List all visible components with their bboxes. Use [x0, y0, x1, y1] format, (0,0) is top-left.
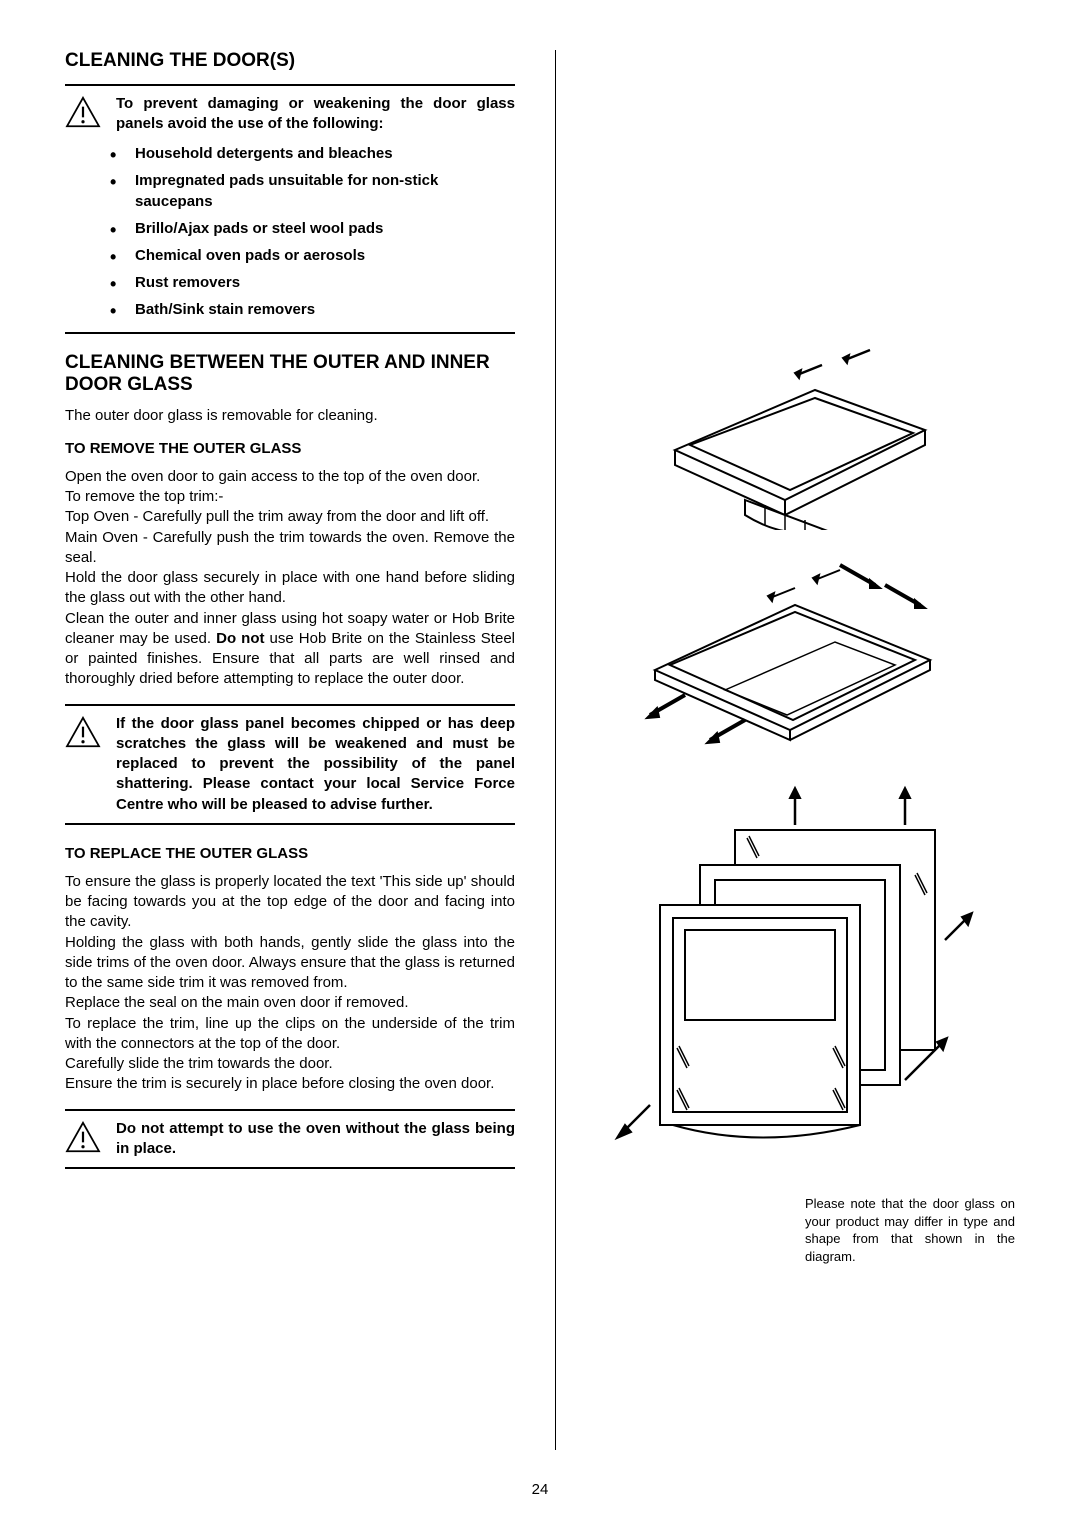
body-paragraph: Replace the seal on the main oven door i…: [65, 993, 515, 1013]
warning-text: To prevent damaging or weakening the doo…: [116, 94, 515, 135]
warning-block-3: Do not attempt to use the oven without t…: [65, 1119, 515, 1160]
divider: [65, 1167, 515, 1169]
diagram-note: Please note that the door glass on your …: [805, 1195, 1015, 1265]
body-paragraph: Clean the outer and inner glass using ho…: [65, 609, 515, 690]
body-paragraph: Hold the door glass securely in place wi…: [65, 568, 515, 609]
list-item: Impregnated pads unsuitable for non-stic…: [135, 170, 515, 212]
list-item: Bath/Sink stain removers: [135, 299, 515, 320]
body-paragraph: Open the oven door to gain access to the…: [65, 467, 515, 487]
divider: [65, 332, 515, 334]
oven-door-diagram-1: [615, 330, 955, 530]
warning-block-2: If the door glass panel becomes chipped …: [65, 714, 515, 815]
body-paragraph: To replace the trim, line up the clips o…: [65, 1014, 515, 1055]
warning-icon: [65, 714, 101, 750]
page-number: 24: [532, 1481, 549, 1498]
right-column: Please note that the door glass on your …: [555, 50, 1015, 1448]
body-paragraph: To ensure the glass is properly located …: [65, 872, 515, 933]
body-paragraph: Top Oven - Carefully pull the trim away …: [65, 507, 515, 527]
avoid-list: Household detergents and bleaches Impreg…: [65, 143, 515, 320]
warning-block-1: To prevent damaging or weakening the doo…: [65, 94, 515, 135]
divider: [65, 823, 515, 825]
body-paragraph: Carefully slide the trim towards the doo…: [65, 1054, 515, 1074]
list-item: Chemical oven pads or aerosols: [135, 245, 515, 266]
warning-icon: [65, 1119, 101, 1155]
page-container: CLEANING THE DOOR(S) To prevent damaging…: [65, 50, 1015, 1448]
body-paragraph: Main Oven - Carefully push the trim towa…: [65, 528, 515, 569]
list-item: Household detergents and bleaches: [135, 143, 515, 164]
body-paragraph: To remove the top trim:-: [65, 487, 515, 507]
warning-text: Do not attempt to use the oven without t…: [116, 1119, 515, 1160]
section-heading-cleaning-doors: CLEANING THE DOOR(S): [65, 50, 515, 72]
subsection-heading-replace: TO REPLACE THE OUTER GLASS: [65, 845, 515, 862]
bold-text: Do not: [216, 630, 264, 647]
body-paragraph: Holding the glass with both hands, gentl…: [65, 933, 515, 994]
divider: [65, 1109, 515, 1111]
column-divider: [555, 50, 556, 1450]
warning-text: If the door glass panel becomes chipped …: [116, 714, 515, 815]
section-heading-cleaning-between: CLEANING BETWEEN THE OUTER AND INNER DOO…: [65, 352, 515, 396]
body-paragraph: Ensure the trim is securely in place bef…: [65, 1074, 515, 1094]
left-column: CLEANING THE DOOR(S) To prevent damaging…: [65, 50, 515, 1448]
divider: [65, 84, 515, 86]
oven-door-diagram-3: [595, 770, 975, 1160]
list-item: Rust removers: [135, 272, 515, 293]
warning-icon: [65, 94, 101, 130]
intro-text: The outer door glass is removable for cl…: [65, 406, 515, 426]
list-item: Brillo/Ajax pads or steel wool pads: [135, 218, 515, 239]
oven-door-diagram-2: [615, 550, 955, 750]
divider: [65, 704, 515, 706]
subsection-heading-remove: TO REMOVE THE OUTER GLASS: [65, 440, 515, 457]
